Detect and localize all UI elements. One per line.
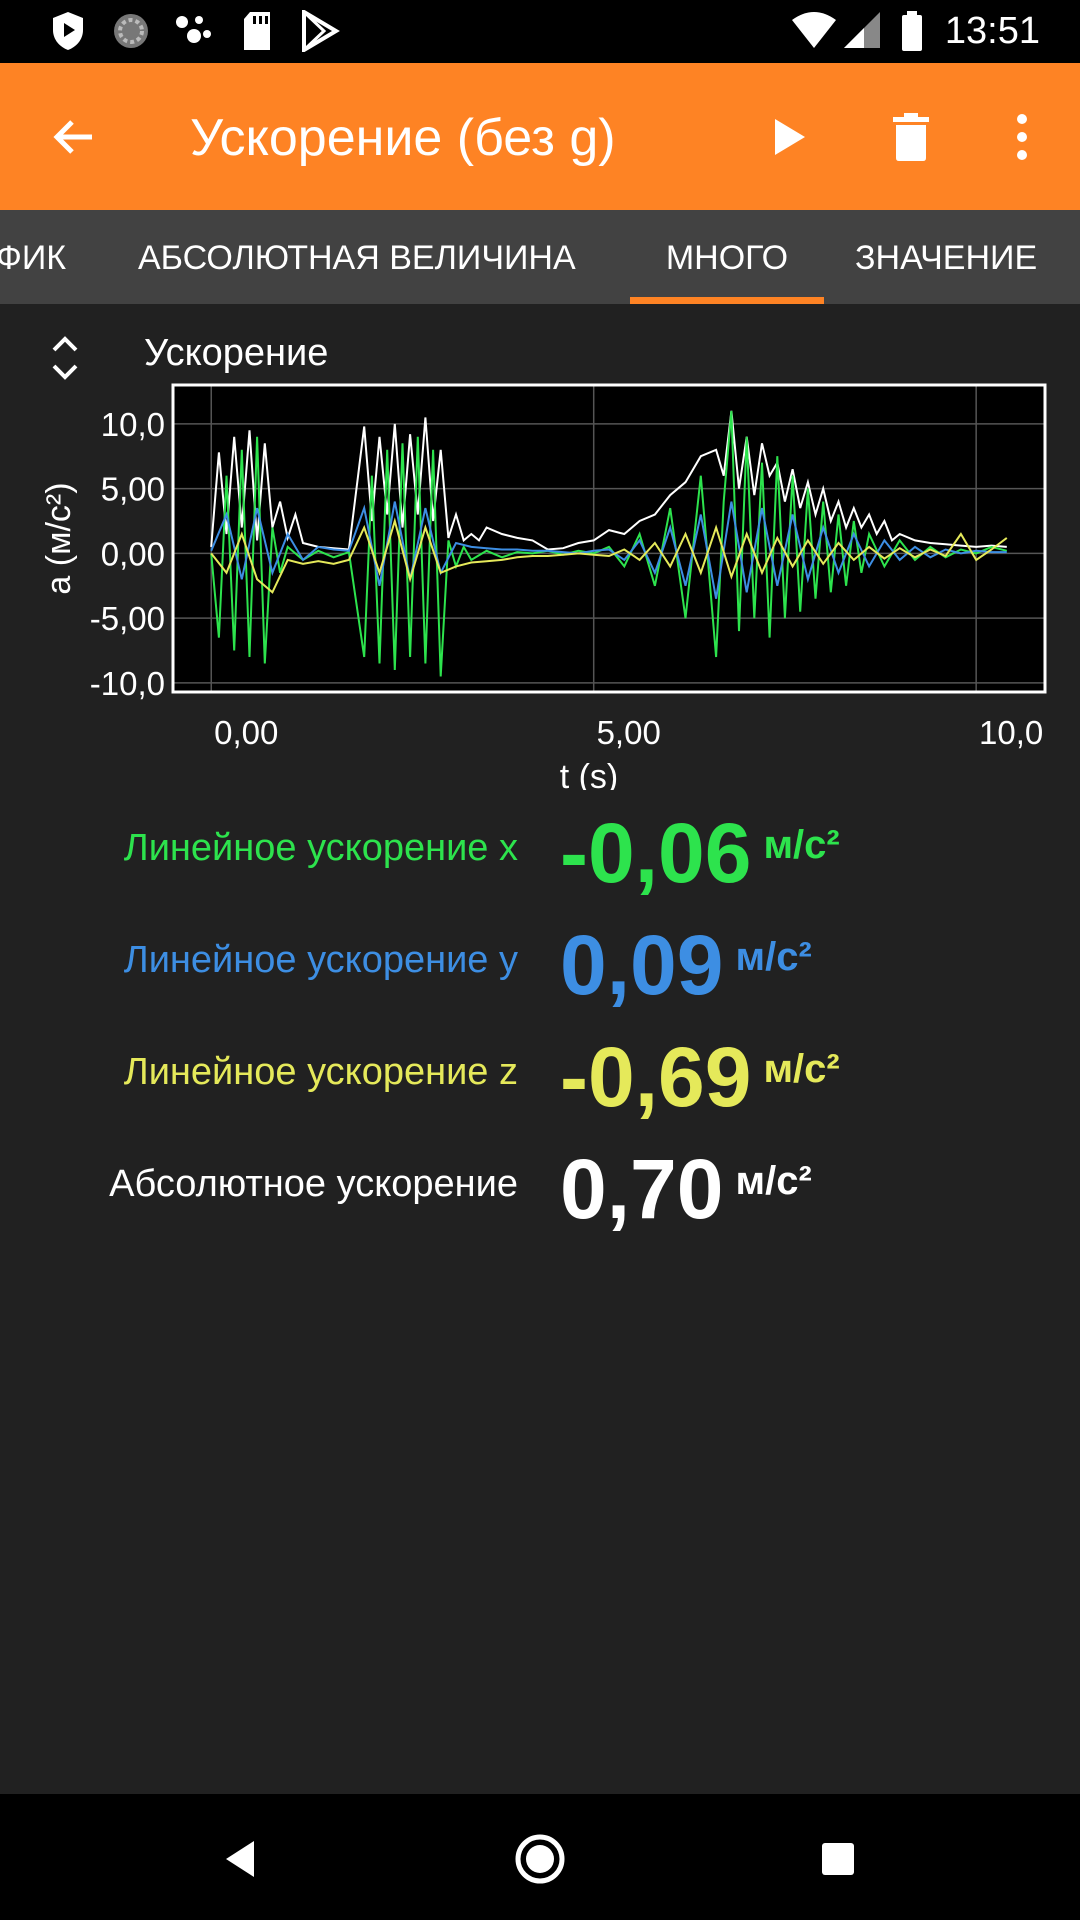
battery-icon	[900, 10, 924, 57]
more-vert-icon[interactable]	[983, 98, 1061, 176]
sd-card-icon	[240, 10, 274, 57]
value-row-x: Линейное ускорение x -0,06 м/с²	[0, 795, 1080, 905]
y-tick-label: 10,0	[101, 406, 165, 443]
series-line-4	[210, 517, 1008, 594]
page-title: Ускорение (без g)	[190, 109, 616, 167]
sync-icon	[110, 10, 152, 57]
x-tick-label: 10,0	[979, 714, 1043, 751]
home-circle-icon[interactable]	[505, 1824, 575, 1894]
acceleration-chart: 10,0 5,00 0,00 -5,00 -10,0 0,00 5,00 10,0 t (s) a…	[40, 383, 1047, 790]
tab-graph[interactable]: ФИК	[0, 239, 67, 277]
y-tick-label: -5,00	[90, 600, 165, 637]
series-line-3	[210, 501, 1007, 599]
signal-icon	[842, 10, 882, 55]
value-abs: 0,70 м/с²	[560, 1131, 812, 1239]
tab-multi[interactable]: МНОГО	[665, 239, 789, 277]
value-number-x: -0,06	[560, 806, 752, 900]
value-x: -0,06 м/с²	[560, 795, 840, 903]
play-store-icon	[300, 8, 340, 57]
y-axis-label: a (м/с²)	[40, 482, 78, 594]
value-unit-y: м/с²	[735, 935, 812, 979]
value-row-abs: Абсолютное ускорение 0,70 м/с²	[0, 1131, 1080, 1241]
value-label-abs: Абсолютное ускорение	[109, 1163, 518, 1205]
value-unit-x: м/с²	[763, 823, 840, 867]
play-icon[interactable]	[750, 98, 828, 176]
back-triangle-icon[interactable]	[205, 1824, 275, 1894]
x-tick-label: 5,00	[597, 714, 661, 751]
value-number-z: -0,69	[560, 1030, 752, 1124]
unfold-icon[interactable]	[50, 334, 80, 387]
value-row-y: Линейное ускорение y 0,09 м/с²	[0, 907, 1080, 1017]
value-y: 0,09 м/с²	[560, 907, 812, 1015]
shield-icon	[50, 10, 86, 57]
x-axis-label: t (s)	[560, 758, 619, 790]
value-label-x: Линейное ускорение x	[123, 827, 518, 869]
tab-value[interactable]: ЗНАЧЕНИЕ	[855, 239, 1038, 277]
plot-area	[173, 385, 1045, 692]
tab-bar: ФИК АБСОЛЮТНАЯ ВЕЛИЧИНА МНОГО ЗНАЧЕНИЕ	[0, 210, 1080, 304]
status-time: 13:51	[944, 10, 1040, 52]
value-number-y: 0,09	[560, 918, 724, 1012]
y-tick-label: 0,00	[101, 535, 165, 572]
status-bar: 13:51	[0, 0, 1080, 63]
wifi-icon	[790, 10, 838, 55]
value-row-z: Линейное ускорение z -0,69 м/с²	[0, 1019, 1080, 1129]
plot-frame	[171, 383, 1047, 694]
y-tick-label: 5,00	[101, 471, 165, 508]
arrow-back-icon[interactable]	[35, 98, 113, 176]
tab-absolute[interactable]: АБСОЛЮТНАЯ ВЕЛИЧИНА	[138, 239, 576, 277]
graph-title: Ускорение	[144, 332, 329, 374]
value-z: -0,69 м/с²	[560, 1019, 840, 1127]
delete-icon[interactable]	[872, 98, 950, 176]
assistant-icon	[172, 10, 214, 57]
recents-square-icon[interactable]	[803, 1824, 873, 1894]
app-bar: Ускорение (без g)	[0, 63, 1080, 210]
graph-header: Ускорение	[0, 320, 1080, 390]
value-unit-z: м/с²	[763, 1047, 840, 1091]
tab-indicator	[630, 297, 824, 304]
value-label-y: Линейное ускорение y	[123, 939, 518, 981]
value-unit-abs: м/с²	[735, 1159, 812, 1203]
y-tick-label: -10,0	[90, 665, 165, 702]
navigation-bar	[0, 1794, 1080, 1920]
value-label-z: Линейное ускорение z	[123, 1051, 518, 1093]
x-tick-label: 0,00	[214, 714, 278, 751]
value-number-abs: 0,70	[560, 1142, 724, 1236]
